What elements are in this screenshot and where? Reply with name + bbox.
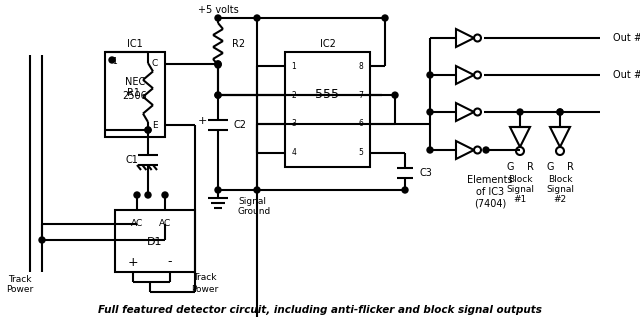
Circle shape: [427, 147, 433, 153]
Text: 5: 5: [358, 148, 364, 157]
Text: Block: Block: [508, 174, 532, 184]
Circle shape: [382, 15, 388, 21]
Text: Out #1: Out #1: [613, 33, 640, 43]
Circle shape: [109, 57, 115, 63]
Text: -: -: [168, 256, 172, 268]
Circle shape: [215, 61, 221, 67]
Text: Signal: Signal: [546, 184, 574, 193]
Text: Elements: Elements: [467, 175, 513, 185]
Text: R: R: [566, 162, 573, 172]
Text: 6: 6: [358, 120, 364, 128]
Text: Full featured detector circuit, including anti-flicker and block signal outputs: Full featured detector circuit, includin…: [98, 305, 542, 315]
Text: +5 volts: +5 volts: [198, 5, 238, 15]
Circle shape: [557, 109, 563, 115]
Text: E: E: [152, 120, 158, 130]
Text: (7404): (7404): [474, 199, 506, 209]
Circle shape: [145, 127, 151, 133]
Circle shape: [39, 237, 45, 243]
Text: R2: R2: [232, 39, 245, 49]
Text: Power: Power: [6, 286, 34, 294]
Circle shape: [254, 187, 260, 193]
Text: Signal: Signal: [506, 184, 534, 193]
Text: Power: Power: [191, 286, 219, 294]
Bar: [115, 210, 195, 272]
Text: Signal: Signal: [238, 197, 266, 206]
Bar: [105, 52, 165, 137]
Text: Ground: Ground: [238, 208, 271, 217]
Text: Track: Track: [193, 274, 217, 282]
Text: 2: 2: [292, 91, 296, 100]
Circle shape: [215, 62, 221, 68]
Text: IC1: IC1: [127, 39, 143, 49]
Text: 1: 1: [113, 57, 117, 67]
Text: AC: AC: [159, 219, 171, 229]
Text: R1: R1: [127, 87, 141, 98]
Text: IC2: IC2: [319, 39, 335, 49]
Text: C1: C1: [125, 155, 138, 165]
Circle shape: [162, 192, 168, 198]
Text: #2: #2: [554, 195, 566, 204]
Circle shape: [392, 92, 398, 98]
Text: 555: 555: [316, 87, 339, 100]
Text: G: G: [506, 162, 514, 172]
Text: +: +: [128, 256, 138, 268]
Text: 2506: 2506: [123, 91, 147, 101]
Bar: [285, 52, 370, 167]
Text: C: C: [152, 60, 158, 68]
Text: 4: 4: [292, 148, 296, 157]
Text: R: R: [527, 162, 533, 172]
Circle shape: [145, 192, 151, 198]
Circle shape: [215, 15, 221, 21]
Text: D1: D1: [147, 237, 163, 247]
Text: Out #2: Out #2: [613, 70, 640, 80]
Circle shape: [134, 192, 140, 198]
Circle shape: [215, 61, 221, 67]
Circle shape: [557, 109, 563, 115]
Text: 8: 8: [358, 62, 364, 71]
Circle shape: [483, 147, 489, 153]
Circle shape: [517, 109, 523, 115]
Text: 7: 7: [358, 91, 364, 100]
Text: 3: 3: [292, 120, 296, 128]
Circle shape: [427, 72, 433, 78]
Circle shape: [145, 127, 151, 133]
Text: 1: 1: [292, 62, 296, 71]
Circle shape: [215, 92, 221, 98]
Circle shape: [427, 109, 433, 115]
Text: of IC3: of IC3: [476, 187, 504, 197]
Circle shape: [215, 187, 221, 193]
Circle shape: [215, 92, 221, 98]
Text: Block: Block: [548, 174, 572, 184]
Text: C3: C3: [419, 168, 432, 178]
Circle shape: [254, 15, 260, 21]
Text: AC: AC: [131, 219, 143, 229]
Text: NEC: NEC: [125, 77, 145, 87]
Text: #1: #1: [513, 195, 527, 204]
Text: G: G: [547, 162, 554, 172]
Text: Track: Track: [8, 275, 32, 284]
Text: +: +: [197, 117, 207, 126]
Circle shape: [402, 187, 408, 193]
Text: C2: C2: [234, 120, 247, 130]
